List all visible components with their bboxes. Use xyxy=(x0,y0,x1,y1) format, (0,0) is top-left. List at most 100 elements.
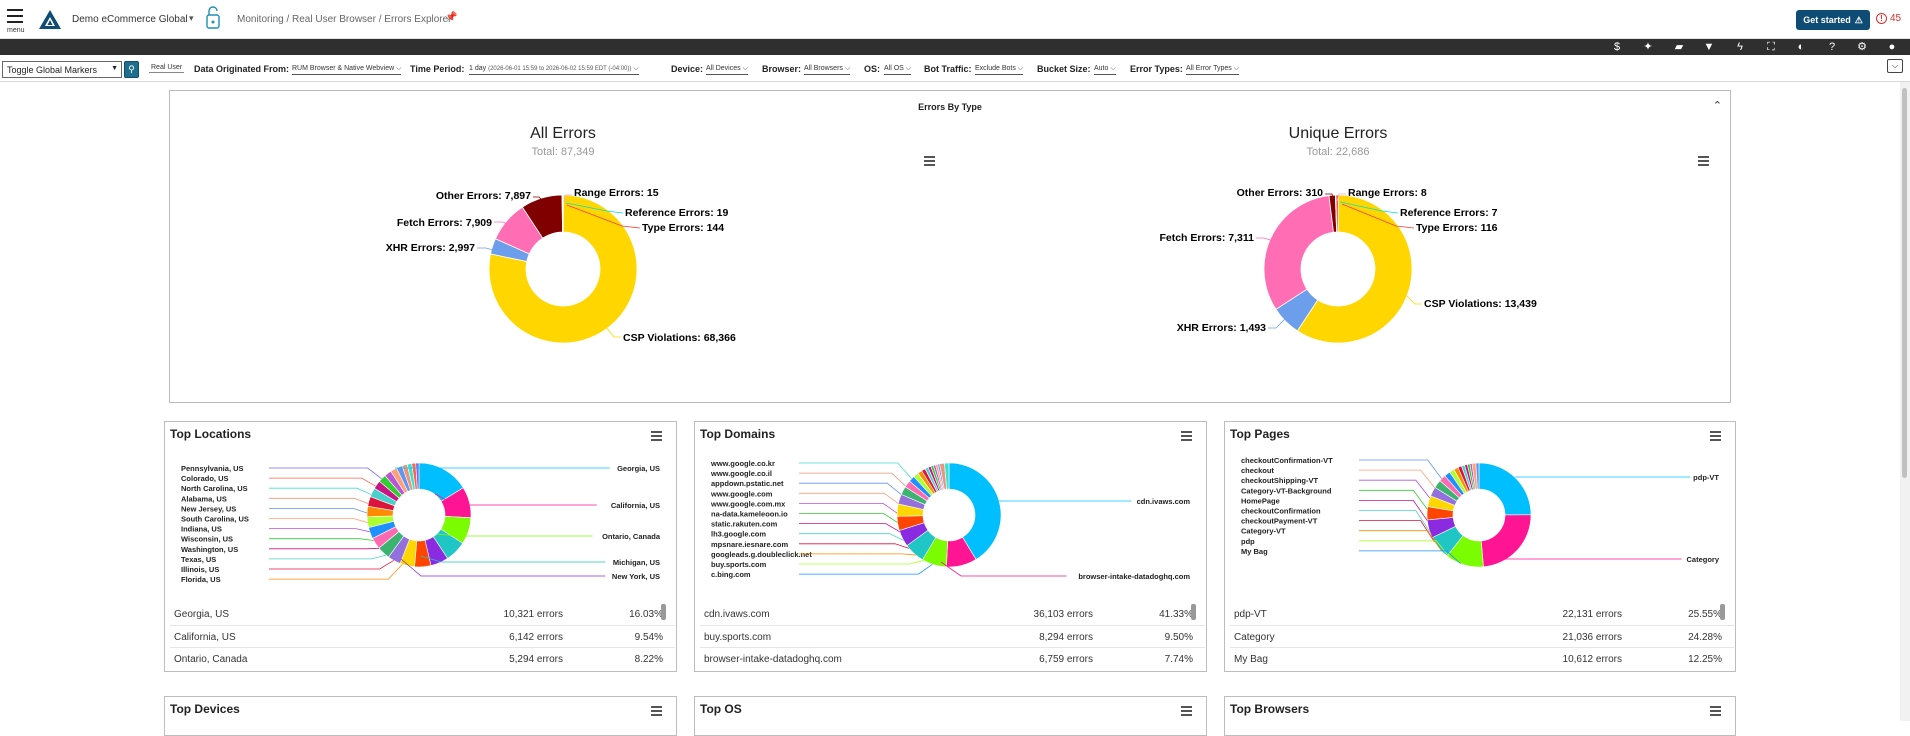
app-name[interactable]: Demo eCommerce Global xyxy=(72,14,188,25)
os-select[interactable]: All OS ⌵ xyxy=(884,65,911,75)
contrast-icon[interactable]: ◐ xyxy=(1794,41,1808,53)
chart-label: Category-VT-Background xyxy=(1241,486,1332,495)
chart-label: California, US xyxy=(611,501,660,510)
chart-label: checkout xyxy=(1241,466,1274,475)
toggle-global-markers-select[interactable]: Toggle Global Markers ▼ xyxy=(2,61,122,78)
all-errors-title: All Errors xyxy=(530,125,596,142)
chart-label: Pennsylvania, US xyxy=(181,464,244,473)
table-scrollbar[interactable] xyxy=(661,604,666,620)
dollar-icon[interactable]: $ xyxy=(1610,41,1624,53)
data-origin-select[interactable]: RUM Browser & Native Webview ⌵ xyxy=(292,65,401,75)
chart-label: checkoutShipping-VT xyxy=(1241,476,1319,485)
app-switcher-caret-icon[interactable]: ▾ xyxy=(189,13,194,24)
chart-label: c.bing.com xyxy=(711,570,751,579)
user-icon[interactable]: ● xyxy=(1885,41,1899,53)
pin-icon[interactable]: 📌 xyxy=(445,12,457,23)
row-name: browser-intake-datadoghq.com xyxy=(704,654,842,665)
error-types-label: Error Types: xyxy=(1130,64,1183,74)
row-name: Category xyxy=(1234,632,1275,643)
leader-line xyxy=(799,554,916,555)
bot-traffic-value: Exclude Bots xyxy=(975,65,1016,72)
slice-fetch-errors[interactable] xyxy=(1264,196,1333,310)
leader-line xyxy=(1359,511,1430,532)
all-label-csp: CSP Violations: 68,366 xyxy=(623,332,736,344)
row-name: cdn.ivaws.com xyxy=(704,609,770,620)
row-percent: 24.28% xyxy=(1688,632,1722,643)
row-count: 6,142 errors xyxy=(509,632,563,643)
get-started-button[interactable]: Get started ⚠ xyxy=(1796,10,1870,30)
alert-badge[interactable]: ! 45 xyxy=(1876,13,1901,24)
os-value: All OS xyxy=(884,65,904,72)
gear-icon[interactable]: ⚙ xyxy=(1855,41,1869,53)
table-row[interactable]: California, US 6,142 errors 9.54% xyxy=(170,626,675,649)
fullscreen-icon[interactable]: ⛶ xyxy=(1764,41,1778,53)
chart-label: Florida, US xyxy=(181,575,221,584)
table-scrollbar[interactable] xyxy=(1191,604,1196,620)
sparkle-icon[interactable]: ✦ xyxy=(1641,41,1655,53)
row-count: 10,612 errors xyxy=(1563,654,1622,665)
top-browsers-menu-icon[interactable] xyxy=(1710,706,1721,718)
unique-label-fetch: Fetch Errors: 7,311 xyxy=(1159,232,1254,244)
chart-label: HomePage xyxy=(1241,496,1280,505)
donut-slice[interactable] xyxy=(1479,463,1531,515)
chart-label: buy.sports.com xyxy=(711,560,767,569)
leader-line xyxy=(1359,521,1435,543)
real-user-toggle[interactable]: Real User xyxy=(149,63,184,73)
leader-line xyxy=(1359,470,1435,488)
bot-traffic-select[interactable]: Exclude Bots ⌵ xyxy=(975,65,1023,75)
row-percent: 41.33% xyxy=(1159,609,1193,620)
slice-type-errors[interactable] xyxy=(563,195,564,232)
menu-button[interactable]: menu xyxy=(7,9,23,27)
row-count: 5,294 errors xyxy=(509,654,563,665)
unique-label-csp: CSP Violations: 13,439 xyxy=(1424,298,1537,310)
unique-errors-title: Unique Errors xyxy=(1289,125,1388,142)
error-types-select[interactable]: All Error Types ⌵ xyxy=(1186,65,1239,75)
chart-label: Texas, US xyxy=(181,555,216,564)
all-errors-subtitle: Total: 87,349 xyxy=(532,146,595,158)
top-devices-menu-icon[interactable] xyxy=(651,706,662,718)
leader-line xyxy=(269,555,386,559)
row-count: 10,321 errors xyxy=(504,609,563,620)
alert-count: 45 xyxy=(1890,13,1901,24)
row-name: pdp-VT xyxy=(1234,609,1267,620)
brand-logo[interactable] xyxy=(38,9,62,35)
collapse-filters-button[interactable]: ⌵ xyxy=(1887,59,1903,73)
menu-label: menu xyxy=(7,27,25,34)
filter-icon[interactable]: ▼ xyxy=(1702,41,1716,53)
errors-by-type-charts: All Errors Total: 87,349 Unique Errors T… xyxy=(170,91,1732,404)
chart-label: South Carolina, US xyxy=(181,515,249,524)
marker-icon[interactable]: ⚲ xyxy=(124,61,139,78)
table-scrollbar[interactable] xyxy=(1720,604,1725,620)
all-errors-donut xyxy=(489,195,637,343)
comment-icon[interactable]: ▰ xyxy=(1672,41,1686,53)
top-pages-donut-chart: checkoutConfirmation-VTcheckoutcheckoutS… xyxy=(1225,422,1737,602)
leader-line xyxy=(799,473,906,486)
toggle-global-markers-value: Toggle Global Markers xyxy=(7,65,97,75)
device-select[interactable]: All Devices ⌵ xyxy=(706,65,748,75)
help-icon[interactable]: ? xyxy=(1825,41,1839,53)
page-scrollbar-thumb[interactable] xyxy=(1902,88,1907,478)
chart-label: Washington, US xyxy=(181,545,238,554)
time-period-select[interactable]: 1 day (2026-06-01 15:59 to 2026-06-02 15… xyxy=(469,65,639,75)
chart-label: North Carolina, US xyxy=(181,484,248,493)
bolt-icon[interactable]: ϟ xyxy=(1733,41,1747,53)
row-name: California, US xyxy=(174,632,236,643)
leader-line xyxy=(269,468,382,479)
leader-line xyxy=(799,483,901,494)
row-percent: 9.54% xyxy=(635,632,663,643)
top-os-menu-icon[interactable] xyxy=(1181,706,1192,718)
device-value: All Devices xyxy=(706,65,741,72)
chart-label: Michigan, US xyxy=(613,558,660,567)
browser-select[interactable]: All Browsers ⌵ xyxy=(804,65,850,75)
unlock-icon[interactable] xyxy=(205,5,221,36)
bucket-size-select[interactable]: Auto ⌵ xyxy=(1094,65,1116,75)
